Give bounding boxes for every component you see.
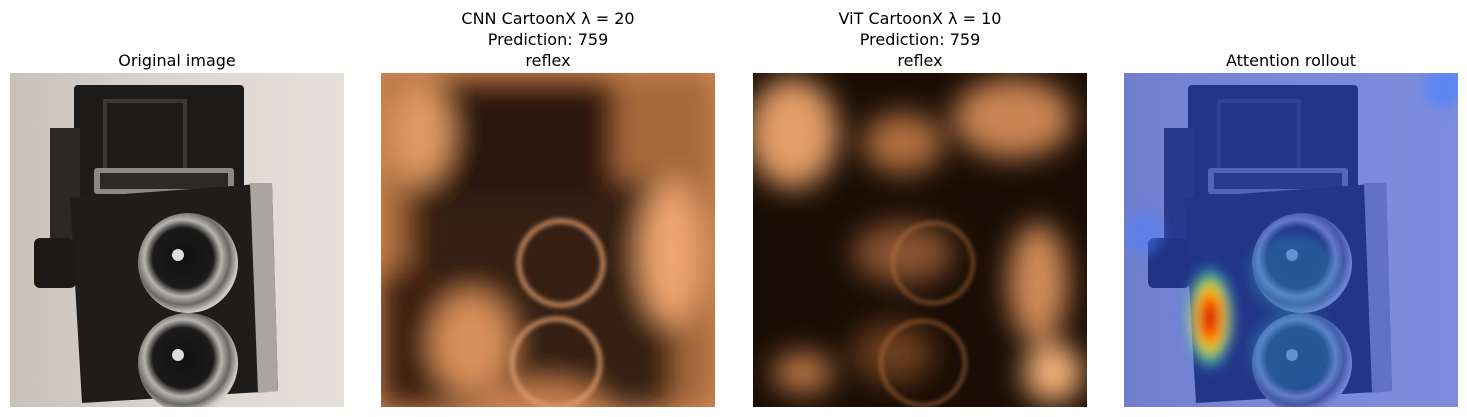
panel-title: Attention rollout xyxy=(1226,51,1356,70)
panel-title: CNN CartoonX λ = 20 xyxy=(461,9,634,28)
panel-title: Prediction: 759 xyxy=(488,30,609,49)
original-image xyxy=(10,73,344,407)
titles: Original image CNN CartoonX λ = 20 Predict… xyxy=(118,9,1356,70)
attention-rollout-image xyxy=(1124,73,1458,407)
panel-title: reflex xyxy=(897,51,942,70)
panel-title: Prediction: 759 xyxy=(860,30,981,49)
panel-title: reflex xyxy=(525,51,570,70)
panel-title: ViT CartoonX λ = 10 xyxy=(839,9,1002,28)
cnn-cartoonx-image xyxy=(381,73,715,407)
vit-cartoonx-image xyxy=(753,73,1087,407)
panel-title: Original image xyxy=(118,51,236,70)
